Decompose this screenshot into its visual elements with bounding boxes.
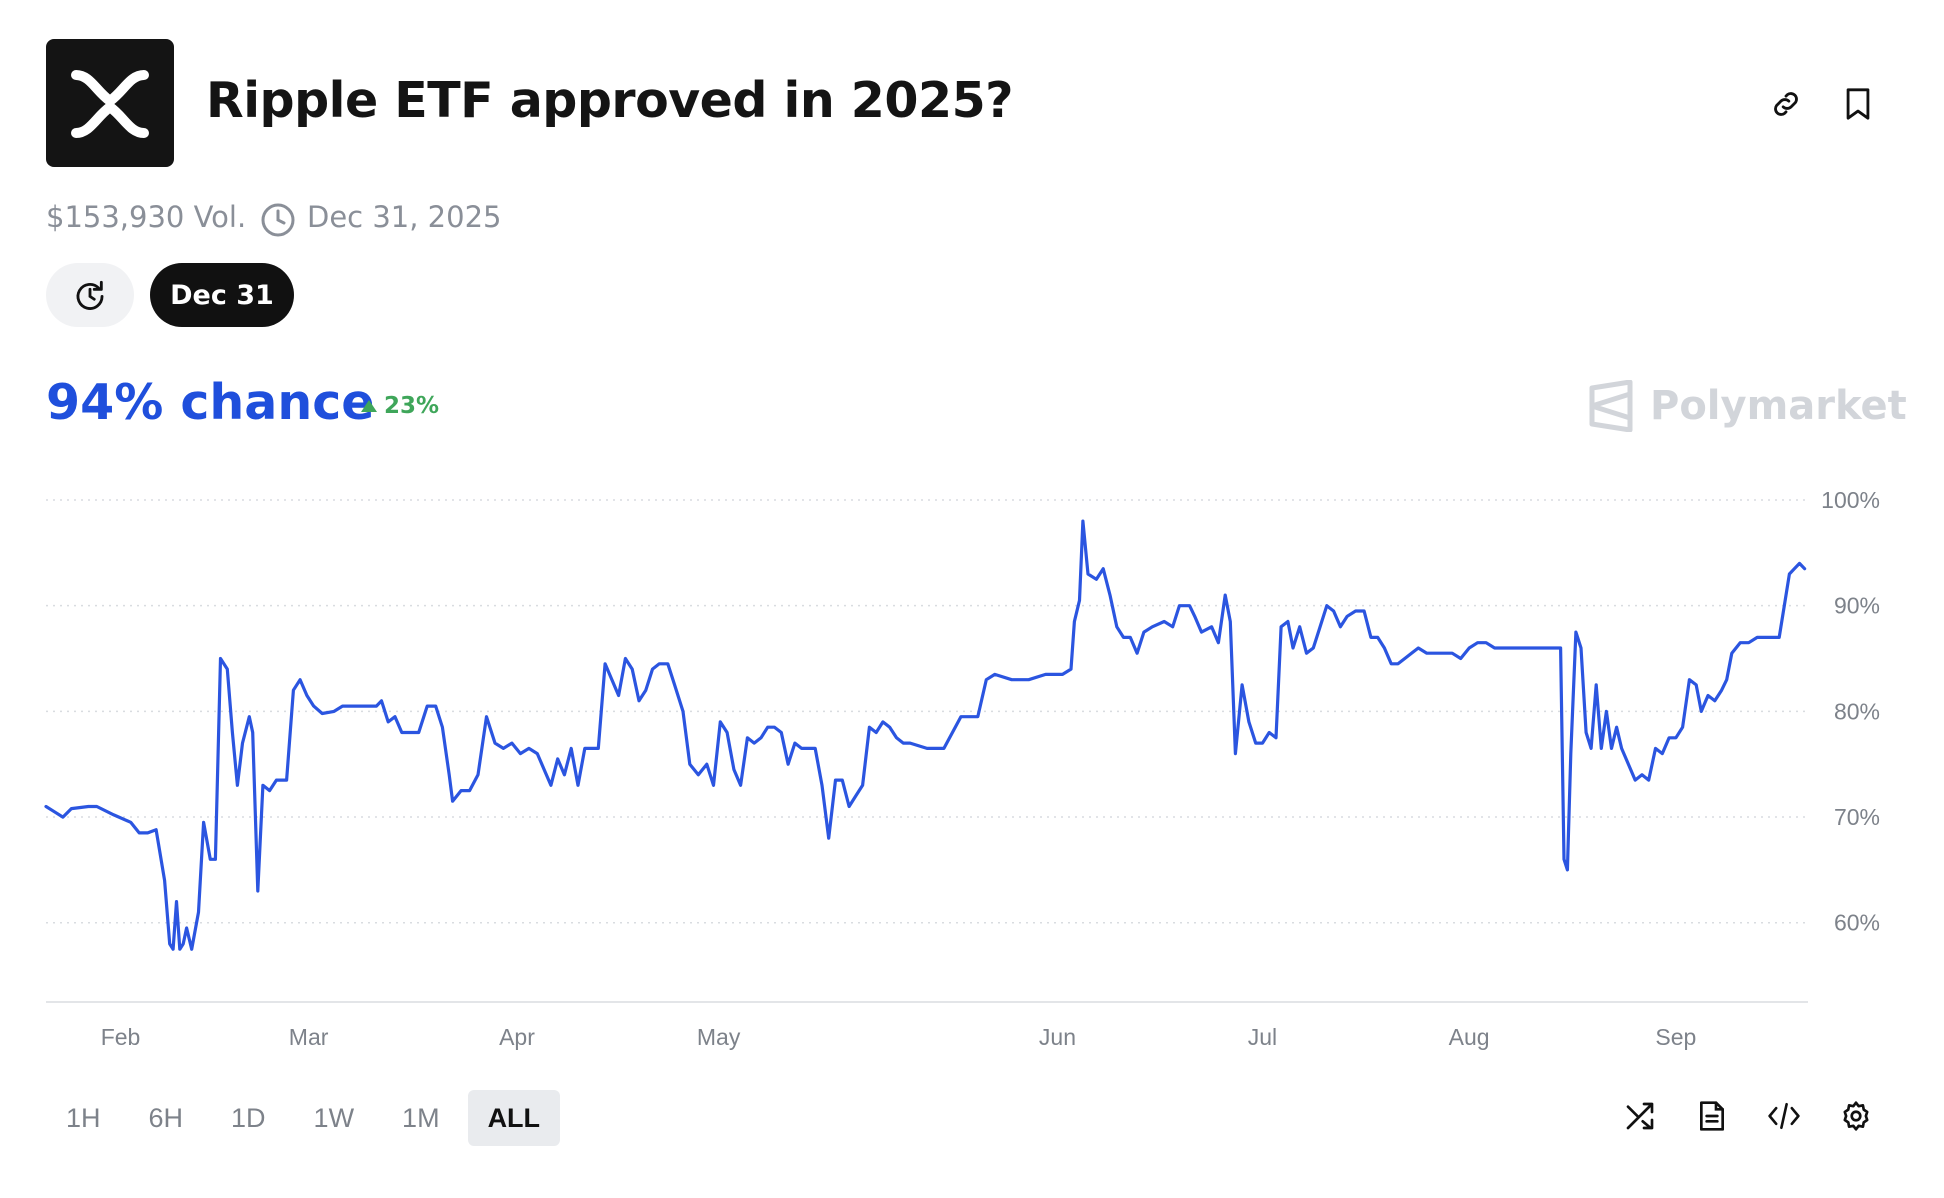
settings-gear-icon	[1843, 1101, 1869, 1131]
shuffle-icon	[1626, 1102, 1654, 1130]
x-tick-label: Sep	[1655, 1024, 1696, 1050]
x-tick-label: Apr	[499, 1024, 535, 1050]
settings-button[interactable]	[1834, 1094, 1878, 1138]
range-1h-button[interactable]: 1H	[66, 1102, 101, 1133]
y-tick-label: 80%	[1834, 698, 1880, 724]
y-tick-label: 60%	[1834, 910, 1880, 936]
triangle-up-icon	[361, 400, 377, 412]
xrp-x-logo-icon	[71, 70, 149, 138]
polymarket-logo-icon	[1589, 380, 1633, 432]
link-icon	[1774, 92, 1798, 116]
copy-link-button[interactable]	[1764, 82, 1808, 126]
document-icon	[1700, 1101, 1724, 1131]
x-tick-label: Jul	[1248, 1024, 1277, 1050]
delta-value: 23%	[384, 393, 440, 419]
volume-text: $153,930 Vol.	[46, 200, 247, 234]
y-tick-label: 90%	[1834, 593, 1880, 619]
page-title: Ripple ETF approved in 2025?	[206, 72, 1014, 129]
market-logo	[46, 39, 174, 167]
chance-delta: 23%	[360, 393, 439, 419]
range-6h-button[interactable]: 6H	[148, 1102, 184, 1133]
chart-grid	[46, 499, 1808, 924]
chance-value: 94% chance	[46, 374, 375, 431]
y-axis-labels: 100% 90% 80% 70% 60%	[1821, 487, 1880, 936]
code-embed-icon	[1768, 1102, 1800, 1130]
range-1d-button[interactable]: 1D	[231, 1102, 266, 1133]
history-button[interactable]	[46, 263, 134, 327]
range-1w-button[interactable]: 1W	[313, 1102, 355, 1133]
time-range-tabs: 1H 6H 1D 1W 1M ALL	[46, 1090, 561, 1146]
range-1m-button[interactable]: 1M	[402, 1102, 440, 1133]
x-tick-label: Feb	[101, 1024, 141, 1050]
x-tick-label: Jun	[1039, 1024, 1076, 1050]
y-tick-label: 70%	[1834, 804, 1880, 830]
chart-tools	[1618, 1094, 1878, 1138]
date-pill-dec-31[interactable]: Dec 31	[150, 263, 294, 327]
brand-name: Polymarket	[1650, 383, 1907, 429]
x-tick-label: May	[697, 1024, 741, 1050]
embed-code-button[interactable]	[1762, 1094, 1806, 1138]
x-tick-label: Mar	[289, 1024, 329, 1050]
document-button[interactable]	[1690, 1094, 1734, 1138]
bookmark-button[interactable]	[1836, 82, 1880, 126]
x-tick-label: Aug	[1449, 1024, 1490, 1050]
history-clock-icon	[76, 280, 104, 310]
x-axis-labels: Feb Mar Apr May Jun Jul Aug Sep	[101, 1024, 1697, 1050]
bookmark-icon	[1846, 88, 1870, 120]
y-tick-label: 100%	[1821, 487, 1880, 513]
range-all-button[interactable]: ALL	[467, 1090, 561, 1146]
probability-chart[interactable]: 100% 90% 80% 70% 60% Feb Mar Apr May Jun Jul Aug Se…	[0, 470, 1944, 1050]
series-line	[44, 519, 1807, 951]
polymarket-brand: Polymarket	[1588, 380, 1907, 432]
end-date-text: Dec 31, 2025	[307, 200, 502, 234]
clock-icon	[261, 203, 295, 237]
shuffle-button[interactable]	[1618, 1094, 1662, 1138]
